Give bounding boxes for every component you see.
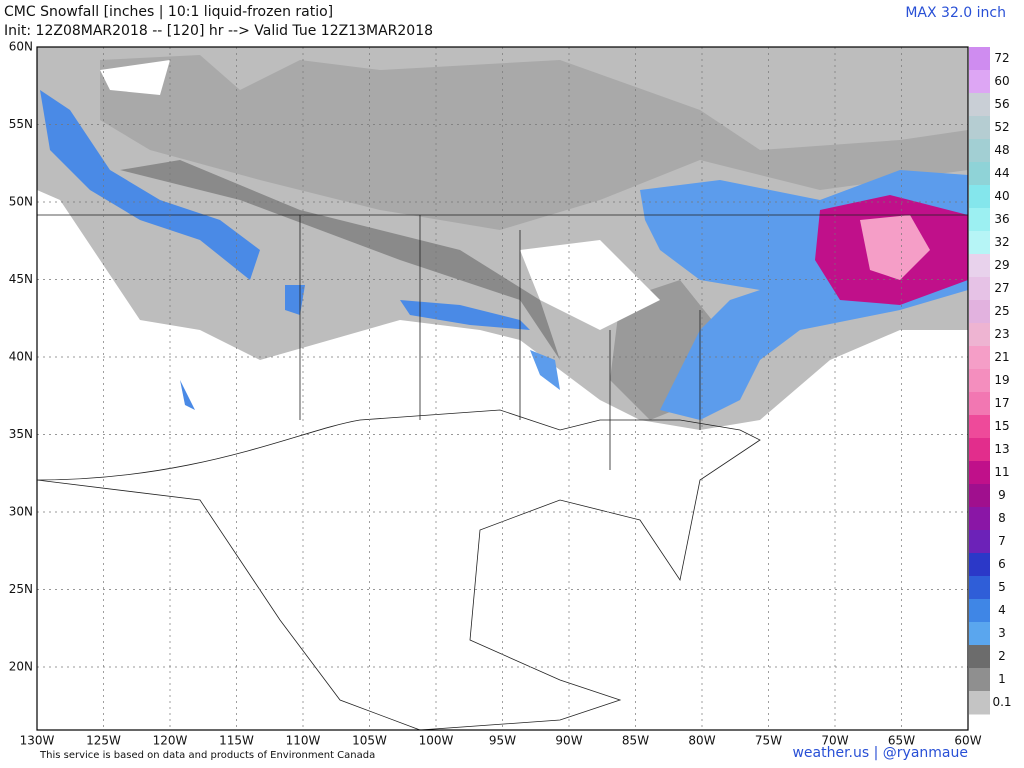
legend-swatch [969, 277, 990, 301]
title: CMC Snowfall [inches | 10:1 liquid-froze… [4, 4, 333, 20]
legend-label: 8 [998, 511, 1006, 525]
source-note: This service is based on data and produc… [39, 750, 375, 761]
lon-label: 85W [622, 734, 649, 748]
legend-swatch [969, 323, 990, 347]
legend-label: 56 [994, 97, 1009, 111]
lon-label: 80W [688, 734, 715, 748]
legend-label: 40 [994, 189, 1009, 203]
legend-label: 15 [994, 419, 1009, 433]
lat-label: 20N [9, 660, 33, 674]
lon-label: 95W [489, 734, 516, 748]
legend-swatch [969, 208, 990, 232]
legend-swatch [969, 530, 990, 554]
legend-label: 52 [994, 120, 1009, 134]
legend-swatch [969, 622, 990, 646]
legend-label: 9 [998, 488, 1006, 502]
lon-label: 60W [954, 734, 981, 748]
legend-label: 5 [998, 580, 1006, 594]
legend-label: 27 [994, 281, 1009, 295]
legend-label: 60 [994, 74, 1009, 88]
credit: weather.us | @ryanmaue [792, 745, 968, 761]
lon-label: 90W [555, 734, 582, 748]
subtitle: Init: 12Z08MAR2018 -- [120] hr --> Valid… [4, 23, 433, 39]
legend-swatch [969, 369, 990, 393]
legend-label: 13 [994, 442, 1009, 456]
legend-swatch [969, 70, 990, 94]
legend-swatch [969, 254, 990, 278]
legend-label: 25 [994, 304, 1009, 318]
legend-label: 0.1 [992, 695, 1011, 709]
legend-label: 2 [998, 649, 1006, 663]
legend-label: 4 [998, 603, 1006, 617]
legend-swatch [969, 645, 990, 669]
legend-label: 3 [998, 626, 1006, 640]
lon-label: 105W [352, 734, 387, 748]
lat-label: 35N [9, 427, 33, 441]
legend-swatch [969, 116, 990, 140]
lon-label: 75W [755, 734, 782, 748]
lat-label: 55N [9, 117, 33, 131]
legend-swatch [969, 484, 990, 508]
legend-label: 48 [994, 143, 1009, 157]
legend-swatch [969, 415, 990, 439]
lon-label: 130W [20, 734, 55, 748]
lat-label: 30N [9, 505, 33, 519]
legend-swatch [969, 231, 990, 255]
legend-label: 6 [998, 557, 1006, 571]
lon-label: 110W [286, 734, 321, 748]
legend-swatch [969, 139, 990, 163]
lat-label: 45N [9, 272, 33, 286]
lon-label: 115W [219, 734, 254, 748]
lon-label: 125W [86, 734, 121, 748]
legend-label: 29 [994, 258, 1009, 272]
legend-swatch [969, 346, 990, 370]
legend-label: 36 [994, 212, 1009, 226]
lon-label: 70W [821, 734, 848, 748]
lat-label: 25N [9, 582, 33, 596]
legend-label: 19 [994, 373, 1009, 387]
legend-swatch [969, 93, 990, 117]
legend-swatch [969, 185, 990, 209]
legend-swatch [969, 300, 990, 324]
legend-swatch [969, 162, 990, 186]
legend-swatch [969, 668, 990, 692]
legend-label: 44 [994, 166, 1009, 180]
legend-label: 1 [998, 672, 1006, 686]
legend-swatch [969, 576, 990, 600]
legend-swatch [969, 47, 990, 71]
legend-label: 11 [994, 465, 1009, 479]
legend-swatch [969, 553, 990, 577]
legend-label: 32 [994, 235, 1009, 249]
map-frame [36, 46, 969, 731]
legend-label: 23 [994, 327, 1009, 341]
legend-label: 21 [994, 350, 1009, 364]
legend-label: 17 [994, 396, 1009, 410]
legend-swatch [969, 392, 990, 416]
lat-label: 40N [9, 350, 33, 364]
lon-label: 65W [888, 734, 915, 748]
max-value: MAX 32.0 inch [905, 5, 1006, 21]
legend-label: 7 [998, 534, 1006, 548]
map [37, 47, 968, 730]
lat-label: 60N [9, 40, 33, 54]
legend-swatch [969, 599, 990, 623]
lon-label: 100W [419, 734, 454, 748]
legend-swatch [969, 461, 990, 485]
lon-label: 120W [153, 734, 188, 748]
lat-label: 50N [9, 195, 33, 209]
legend-swatch [969, 691, 990, 715]
legend-swatch [969, 438, 990, 462]
legend-label: 72 [994, 51, 1009, 65]
legend-swatch [969, 507, 990, 531]
